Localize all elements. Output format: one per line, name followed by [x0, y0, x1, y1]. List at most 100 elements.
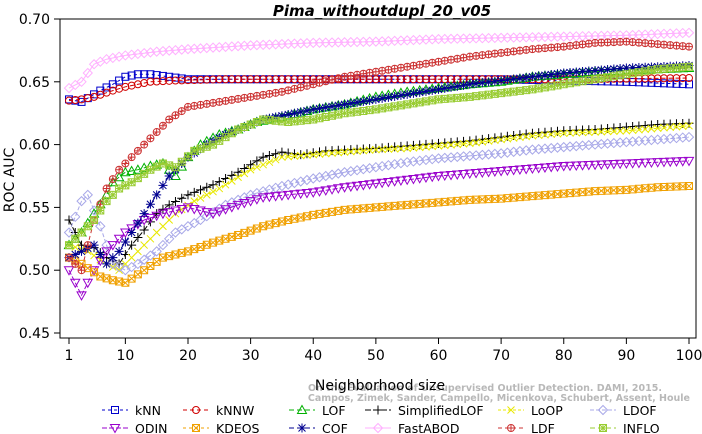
data-point	[603, 127, 612, 136]
data-point	[685, 43, 693, 51]
data-point	[132, 258, 144, 270]
legend-marker	[296, 404, 308, 414]
data-point	[428, 59, 436, 67]
data-point	[653, 74, 662, 83]
data-point	[196, 75, 205, 84]
data-point	[634, 62, 644, 72]
data-point	[65, 241, 73, 250]
data-point	[290, 75, 299, 84]
data-point	[202, 142, 211, 151]
data-point	[146, 234, 155, 243]
data-point	[609, 72, 618, 81]
data-point	[115, 266, 123, 275]
data-point	[138, 254, 150, 265]
data-point	[332, 184, 344, 194]
data-point	[647, 78, 656, 87]
data-point	[433, 84, 443, 94]
data-point	[316, 79, 324, 87]
data-point	[396, 75, 405, 84]
data-point	[516, 133, 524, 142]
x-tick-label: 70	[492, 348, 510, 364]
series-line-loop	[68, 125, 690, 271]
data-point	[347, 72, 355, 80]
data-point	[459, 139, 468, 148]
legend-marker	[109, 424, 121, 434]
legend-marker	[297, 423, 307, 433]
data-point	[547, 82, 556, 91]
data-point	[83, 94, 92, 103]
data-point	[69, 278, 81, 289]
data-point	[640, 62, 650, 72]
data-point	[140, 79, 149, 88]
data-point	[470, 168, 482, 179]
data-point	[107, 241, 119, 251]
data-point	[346, 147, 355, 156]
legend-marker	[111, 406, 119, 414]
data-point	[296, 116, 305, 125]
data-point	[158, 71, 167, 80]
data-point	[422, 60, 430, 68]
data-point	[109, 175, 117, 183]
data-point	[227, 75, 236, 84]
data-point	[240, 169, 249, 178]
series-markers-inflo	[65, 62, 693, 250]
data-point	[301, 188, 313, 199]
data-point	[403, 144, 412, 153]
data-point	[659, 64, 668, 73]
data-point	[401, 175, 413, 186]
data-point	[115, 184, 124, 193]
data-point	[101, 53, 112, 65]
data-point	[252, 117, 261, 126]
legend: kNN kNNW LOF SimplifiedLOF LoOP LDOF ODIN KDEOS…	[102, 403, 660, 434]
data-point	[409, 62, 417, 70]
data-point	[77, 95, 86, 104]
data-point	[170, 197, 180, 207]
data-point	[145, 250, 156, 261]
data-point	[282, 179, 294, 190]
data-point	[376, 178, 388, 189]
data-point	[560, 43, 568, 51]
data-point	[146, 77, 155, 86]
data-point	[146, 134, 154, 142]
data-point	[320, 186, 332, 196]
data-point	[641, 78, 650, 87]
data-point	[164, 171, 174, 181]
data-point	[616, 127, 624, 135]
data-point	[491, 50, 499, 58]
data-point	[240, 75, 249, 84]
data-point	[534, 71, 544, 81]
data-point	[95, 221, 106, 232]
data-point	[447, 94, 456, 103]
data-point	[371, 143, 381, 153]
data-point	[188, 204, 200, 215]
legend-label: kNNW	[216, 403, 254, 418]
data-point	[159, 122, 167, 130]
data-point	[510, 47, 518, 55]
data-point	[302, 116, 311, 125]
data-point	[583, 160, 595, 171]
data-point	[140, 241, 149, 249]
data-point	[265, 90, 273, 98]
data-point	[384, 66, 392, 74]
legend-label: kNN	[135, 403, 161, 418]
series-markers-kdeos	[65, 182, 693, 287]
data-point	[359, 146, 368, 155]
data-point	[402, 89, 412, 99]
data-point	[102, 259, 112, 269]
y-tick-label: 0.45	[19, 326, 50, 342]
data-point	[577, 161, 588, 171]
data-point	[359, 70, 367, 78]
series-kdeos	[65, 182, 693, 287]
data-point	[434, 58, 442, 66]
data-point	[107, 52, 119, 64]
data-point	[572, 78, 581, 87]
data-point	[102, 197, 111, 206]
data-point	[652, 158, 664, 168]
data-point	[315, 150, 324, 158]
x-tick-label: 90	[617, 348, 635, 364]
series-line-knn	[68, 73, 690, 103]
watermark: Campos, Zimek, Sander, Campello, Micenko…	[308, 383, 690, 404]
data-point	[453, 140, 462, 149]
data-point	[527, 164, 538, 174]
data-point	[253, 92, 261, 100]
